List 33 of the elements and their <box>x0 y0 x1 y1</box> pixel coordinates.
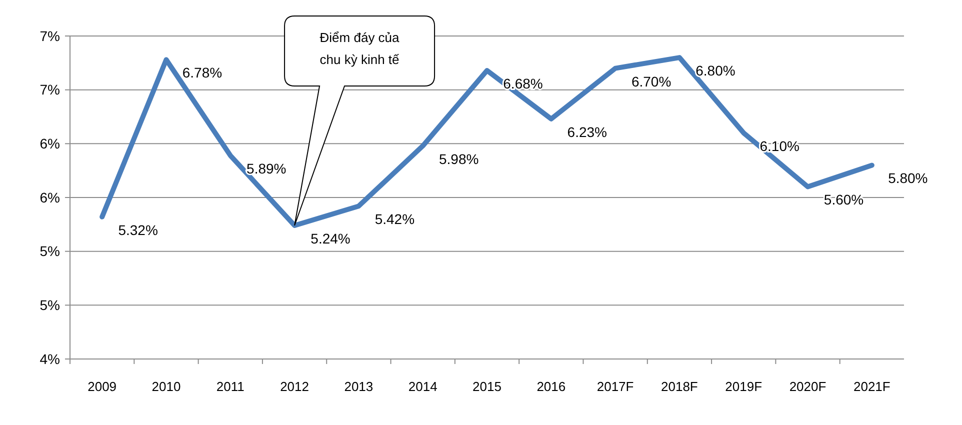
x-tick-label: 2012 <box>280 379 309 394</box>
data-label: 5.60% <box>824 192 864 208</box>
data-label: 5.89% <box>246 160 286 177</box>
data-label: 5.98% <box>438 150 479 167</box>
x-tick-label: 2014 <box>408 379 438 394</box>
y-tick-label: 5% <box>40 243 60 260</box>
data-label: 5.32% <box>118 222 158 238</box>
x-tick-label: 2018F <box>661 379 698 394</box>
y-tick-label: 7% <box>40 28 60 44</box>
x-tick-label: 2015 <box>472 379 502 394</box>
x-tick-label: 2020F <box>789 379 826 394</box>
data-label: 6.23% <box>567 124 608 140</box>
data-label: 6.10% <box>760 138 800 154</box>
x-tick-label: 2021F <box>853 379 890 394</box>
y-tick-label: 5% <box>40 297 60 314</box>
y-tick-label: 6% <box>40 136 60 152</box>
x-tick-label: 2016 <box>536 379 566 394</box>
x-tick-label: 2011 <box>216 379 244 394</box>
y-tick-label: 7% <box>40 82 60 98</box>
x-tick-label: 2010 <box>152 379 181 394</box>
x-tick-label: 2017F <box>596 379 634 394</box>
x-tick-label: 2009 <box>88 379 117 394</box>
y-tick-label: 6% <box>40 189 60 206</box>
annotation: Điểm đáy của chu kỳ kinh tế <box>320 30 400 67</box>
data-label: 6.80% <box>696 62 736 79</box>
x-tick-label: 2013 <box>344 379 374 394</box>
data-label: 5.80% <box>888 170 928 186</box>
data-label: 5.24% <box>310 230 350 246</box>
data-label: 5.42% <box>374 211 415 228</box>
y-tick-label: 4% <box>40 350 60 367</box>
data-label: 6.78% <box>182 64 222 81</box>
x-tick-label: 2019F <box>725 379 762 394</box>
data-label: 6.70% <box>631 73 672 90</box>
